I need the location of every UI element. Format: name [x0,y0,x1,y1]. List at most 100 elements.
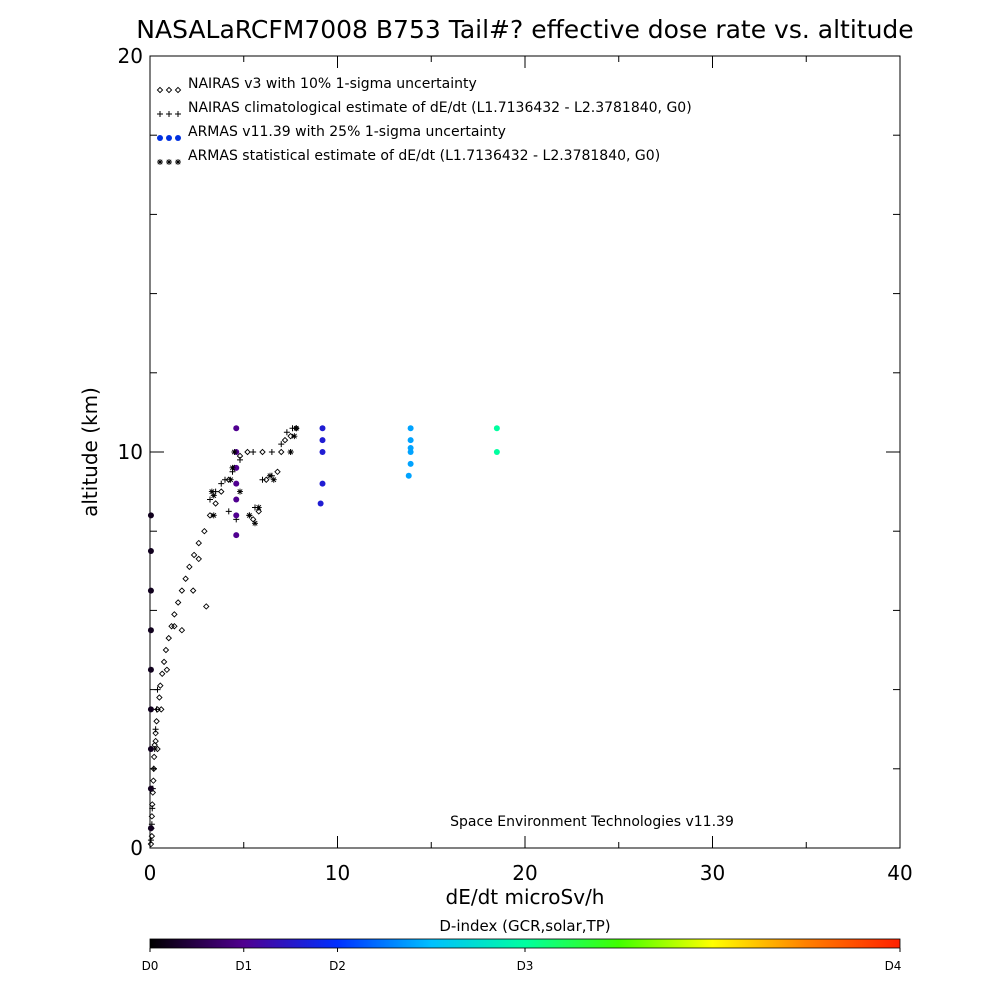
data-point [222,476,228,483]
legend-entry: NAIRAS climatological estimate of dE/dt … [157,100,692,117]
data-point [233,512,240,519]
data-point [207,496,213,503]
data-point [237,488,243,495]
data-point [147,512,154,519]
legend-marker [157,111,163,117]
data-point [225,508,232,515]
data-point [162,646,170,654]
y-tick-label: 20 [118,44,143,68]
x-axis-label: dE/dt microSv/h [446,885,605,909]
data-point [195,539,202,547]
legend-marker [166,159,172,165]
series-1 [147,425,300,848]
axis-ticks [149,55,901,849]
data-point [201,527,208,535]
data-point [319,449,326,455]
legend-entry: NAIRAS v3 with 10% 1-sigma uncertainty [156,76,477,94]
data-point [255,504,262,511]
data-point [147,706,154,713]
data-point [407,437,414,444]
data-point [293,425,300,432]
data-point [182,575,189,582]
data-point [206,512,214,519]
legend-marker [166,135,172,141]
data-point [158,670,166,677]
y-axis-label: altitude (km) [78,387,102,517]
plot-frame [149,55,901,849]
data-point [231,449,238,455]
data-point [319,425,326,432]
data-point [147,587,154,594]
colorbar-tick-label: D1 [235,959,252,973]
data-point [278,441,285,448]
data-point [168,623,175,630]
data-point [405,472,412,479]
data-point [154,686,161,693]
data-point [233,464,240,471]
data-point [233,496,240,503]
data-point [250,449,257,455]
data-point [319,480,326,487]
legend-marker [175,159,181,165]
data-point [291,433,298,440]
data-point [147,840,155,848]
legend: NAIRAS v3 with 10% 1-sigma uncertainty NA… [156,76,692,165]
data-point [147,627,154,634]
data-point [493,425,500,432]
legend-label: ARMAS statistical estimate of dE/dt (L1.… [188,148,660,164]
data-point [267,472,273,479]
legend-marker [175,135,181,141]
data-point [317,500,324,507]
legend-marker [174,86,182,94]
series-4 [208,425,300,527]
legend-marker [166,111,172,117]
data-point [287,432,294,440]
data-point [148,813,156,820]
data-point [190,551,198,559]
data-point [148,832,156,840]
colorbar-tick-label: D0 [142,959,159,973]
data-point [165,634,172,642]
data-point [195,555,202,563]
data-point [153,706,160,713]
data-point [152,737,159,745]
legend-entry: ARMAS v11.39 with 25% 1-sigma uncertaint… [157,124,506,141]
x-tick-label: 20 [512,861,537,885]
data-point [150,753,158,761]
data-point [163,666,171,674]
data-point [268,449,275,455]
legend-marker [157,159,163,165]
data-point [281,436,289,444]
data-point [407,425,414,432]
data-point [153,718,160,725]
series-3 [147,425,500,832]
data-point [154,745,161,753]
data-point [493,449,500,455]
data-point [229,464,236,471]
legend-entry: ARMAS statistical estimate of dE/dt (L1.… [157,148,660,165]
data-point [156,694,163,701]
data-point [147,666,154,673]
legend-marker [175,111,181,117]
data-point [147,837,154,844]
data-point [149,789,157,796]
data-point [237,456,243,463]
data-point [210,512,217,519]
data-point [263,476,270,483]
data-point [270,476,277,483]
credit-text: Space Environment Technologies v11.39 [450,814,734,830]
axis-tick-labels: 0 10 20 30 40 0 10 20 [118,44,913,885]
data-point [274,468,281,476]
legend-marker [156,86,164,94]
x-tick-label: 30 [700,861,725,885]
data-point [252,520,258,527]
colorbar-ticks: D0 D1 D2 D3 D4 [142,948,901,973]
data-point [283,429,290,436]
legend-label: ARMAS v11.39 with 25% 1-sigma uncertaint… [188,124,506,140]
data-point [407,449,414,455]
data-point [178,626,186,634]
data-point [158,706,165,713]
data-point [319,437,326,444]
data-marks [147,425,500,848]
